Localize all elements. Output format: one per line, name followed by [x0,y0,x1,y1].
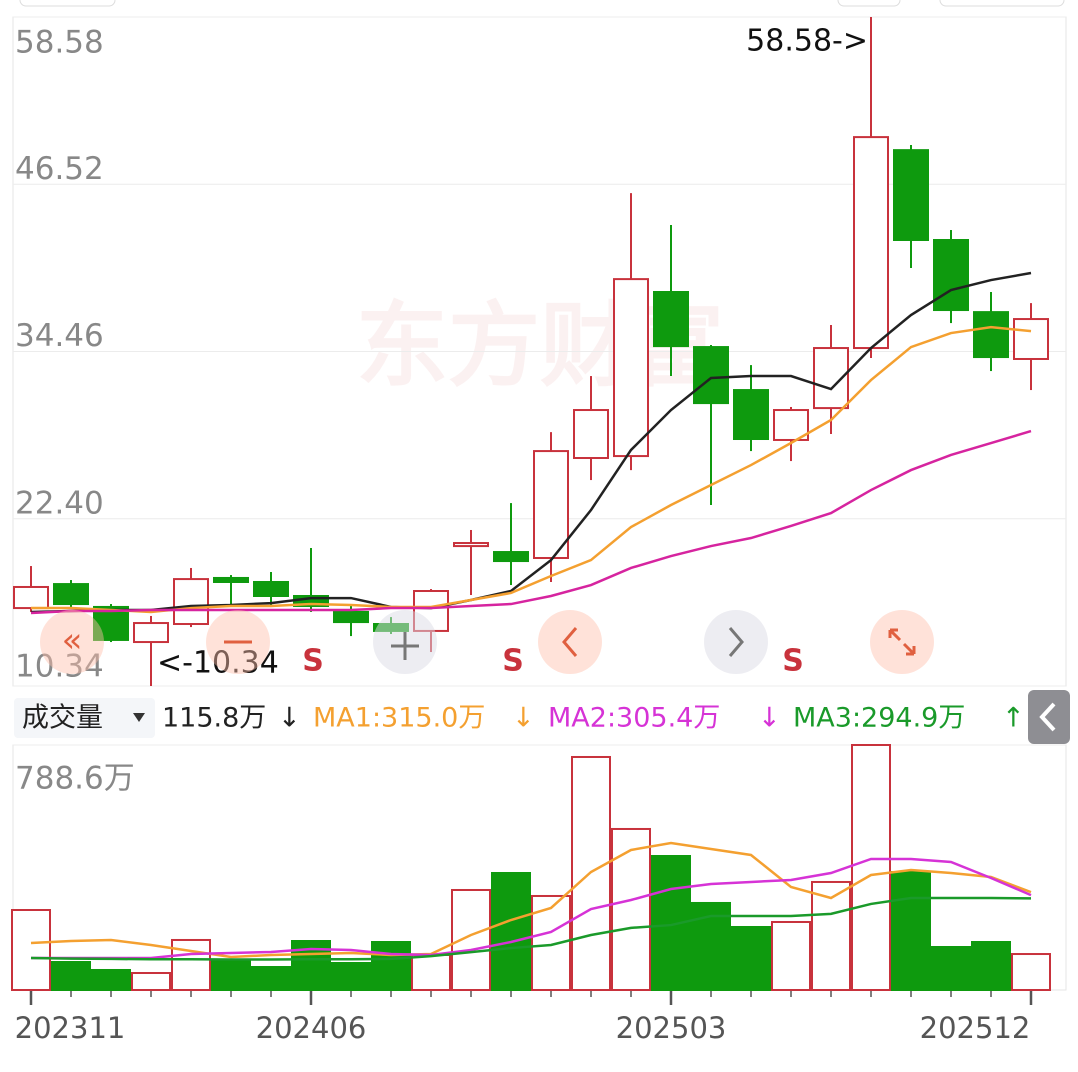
toolbar-pill [19,0,116,7]
dropdown-arrow[interactable] [133,713,145,722]
volume-bar [11,909,51,991]
y-tick-label: 10.34 [15,649,104,685]
toolbar-pill [939,0,1065,7]
candle-body [693,346,729,405]
low-annotation: <-10.34 [157,646,279,681]
volume-bar [691,901,731,991]
indicator-dropdown[interactable] [14,698,155,738]
volume-bar [971,941,1011,991]
x-tick-label: 202406 [256,1011,367,1045]
candle-body [773,409,809,441]
candle-body [893,149,929,241]
signal: S [782,644,804,679]
candle-body [213,576,249,583]
y-tick-label: 34.46 [15,318,104,354]
volume-bar [491,871,531,991]
volume-ma-line [30,896,1032,961]
candle-body [573,409,609,460]
button-first[interactable] [40,610,104,674]
candle-body [1013,318,1049,360]
volume-bar [251,966,291,991]
volume-bar [1011,953,1051,991]
candle-body [733,389,769,441]
candle-body [973,311,1009,359]
volume-bar [611,827,651,991]
candle-body [853,136,889,350]
candle-body [493,551,529,563]
candle-body [53,583,89,606]
volume-bar [171,938,211,991]
volume-bar [531,894,571,991]
toolbar-pill [837,0,901,7]
plot-layer: 10.34 22.40 34.46 46.52 58.58 202311 202406 202… [11,16,1066,1045]
candle-body [933,239,969,312]
volume-bar [771,920,811,992]
volume-bar [931,946,971,991]
volume-bar [891,871,931,991]
volume-bar [131,972,171,992]
signal: S [302,644,324,679]
current-volume: 115.8万 [162,703,266,734]
x-tick-label: 202311 [15,1011,126,1045]
volume-ma-line [31,857,1032,960]
x-tick-label: 202512 [920,1011,1031,1045]
y-tick-label: 22.40 [15,485,104,521]
candle-body [333,610,369,624]
candle-body [653,291,689,348]
trend-arrow: ↑ [1002,703,1025,734]
overlay-buttons: « [40,610,934,674]
legend-entry: MA2:305.4万 [548,703,720,734]
button-zoom-in-icon[interactable] [391,632,419,660]
candle-body [453,542,489,548]
collapse-icon[interactable] [1039,702,1056,732]
candle-body [93,605,129,641]
trend-arrow: ↓ [278,703,301,734]
y-tick-label: 58.58 [15,25,104,61]
collapse-button[interactable] [1028,690,1070,744]
candle-body [13,585,49,610]
volume-bar [51,961,91,992]
candle-body [173,578,209,626]
volume-bar [331,962,371,991]
volume-bar [211,958,251,991]
button-first-icon[interactable]: « [62,621,83,661]
indicator-title[interactable]: 成交量 [22,703,103,734]
button-expand[interactable] [870,610,934,674]
button-next[interactable] [704,610,768,674]
volume-bar [731,925,771,992]
volume-bar [371,941,411,991]
candle-body [253,580,289,597]
legend-entry: MA1:315.0万 [313,703,485,734]
high-annotation: 58.58-> [746,24,868,59]
y-tick-label: 788.6万 [15,761,135,797]
button-next-icon[interactable] [728,627,744,657]
ma-line [31,325,1032,614]
button-prev-icon[interactable] [562,627,578,657]
candle-body [133,622,169,644]
volume-bar [851,744,891,991]
ma-line [30,429,1032,615]
volume-bar [411,953,451,992]
y-tick-label: 46.52 [15,151,104,187]
ma-line [30,271,1032,614]
button-expand-icon[interactable] [888,628,916,656]
candle-body [533,450,569,559]
x-tick-label: 202503 [616,1011,727,1045]
legend-entry: MA3:294.9万 [793,703,965,734]
volume-ma-line [30,841,1032,959]
volume-bar [91,968,131,991]
volume-bar [811,880,851,991]
trend-arrow: ↓ [512,703,535,734]
trend-arrow: ↓ [758,703,781,734]
button-prev[interactable] [538,610,602,674]
signal: S [502,644,524,679]
candle-body [613,278,649,458]
